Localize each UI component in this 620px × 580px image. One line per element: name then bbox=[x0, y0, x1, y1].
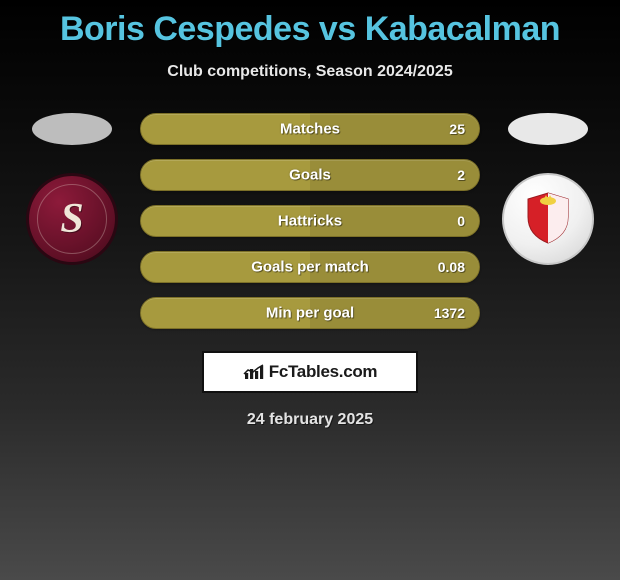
right-club-badge bbox=[502, 173, 594, 265]
left-player-col: S bbox=[22, 113, 122, 265]
stat-value-right: 0 bbox=[457, 213, 465, 229]
shield-icon bbox=[524, 191, 572, 245]
stat-label: Matches bbox=[280, 121, 340, 138]
stat-goals: Goals 2 bbox=[140, 159, 480, 191]
brand-text: FcTables.com bbox=[269, 362, 378, 382]
stat-hattricks: Hattricks 0 bbox=[140, 205, 480, 237]
footer-date: 24 february 2025 bbox=[0, 411, 620, 429]
stat-label: Hattricks bbox=[278, 213, 342, 230]
stat-value-right: 25 bbox=[449, 121, 465, 137]
stat-goals-per-match: Goals per match 0.08 bbox=[140, 251, 480, 283]
stats-list: Matches 25 Goals 2 Hattricks 0 Goals per… bbox=[140, 113, 480, 329]
brand-banner: FcTables.com bbox=[202, 351, 418, 393]
stat-label: Goals bbox=[289, 167, 331, 184]
bar-chart-icon bbox=[243, 363, 265, 381]
stat-min-per-goal: Min per goal 1372 bbox=[140, 297, 480, 329]
servette-ring bbox=[37, 184, 107, 254]
page-title: Boris Cespedes vs Kabacalman bbox=[0, 10, 620, 49]
stat-value-right: 1372 bbox=[434, 305, 465, 321]
right-player-col bbox=[498, 113, 598, 265]
left-player-avatar bbox=[32, 113, 112, 145]
comparison-row: S Matches 25 Goals 2 Hattricks 0 Goals p… bbox=[0, 113, 620, 329]
stat-label: Goals per match bbox=[251, 259, 369, 276]
stat-matches: Matches 25 bbox=[140, 113, 480, 145]
stat-value-right: 2 bbox=[457, 167, 465, 183]
left-club-badge: S bbox=[26, 173, 118, 265]
subtitle-season: Club competitions, Season 2024/2025 bbox=[0, 63, 620, 81]
right-player-avatar bbox=[508, 113, 588, 145]
stat-label: Min per goal bbox=[266, 305, 354, 322]
stat-value-right: 0.08 bbox=[438, 259, 465, 275]
sion-shield bbox=[519, 185, 577, 253]
